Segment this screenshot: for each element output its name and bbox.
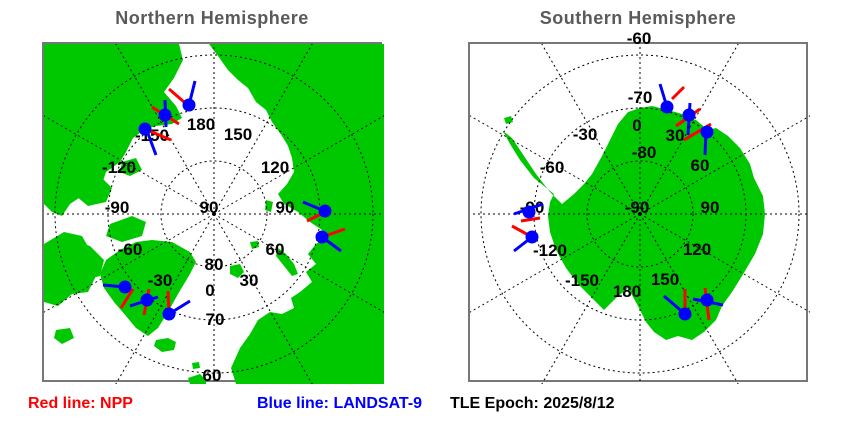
graticule-labels: -60-70-80-900306090120150180-150-120-90-…: [520, 29, 720, 301]
legend-landsat9: Blue line: LANDSAT-9: [257, 395, 423, 412]
graticule-label: 30: [666, 126, 685, 145]
graticule-labels: 908070601801501209060300-30-60-90-120-15…: [102, 115, 294, 385]
satellite-marker: [138, 122, 172, 156]
land-svalbard: [230, 264, 244, 278]
graticule-label: -90: [105, 198, 130, 217]
graticule-label: 60: [203, 366, 222, 385]
satellite-marker: [168, 80, 197, 112]
graticule-label: -60: [118, 240, 143, 259]
satellite-marker: [658, 83, 686, 114]
satellite-position-dot: [138, 122, 152, 136]
graticule-label: -120: [533, 241, 567, 260]
south-landmasses: [503, 106, 765, 340]
satellite-position-dot: [700, 125, 714, 139]
satellite-marker: [315, 227, 346, 253]
npp-track-line: [119, 288, 135, 309]
land-franz-josef: [250, 241, 259, 249]
land-iceland: [154, 338, 176, 352]
satellite-marker: [129, 288, 159, 316]
graticule-label: 60: [266, 240, 285, 259]
north-landmasses: [44, 44, 384, 384]
graticule-label: -120: [102, 158, 136, 177]
south-hemisphere-map: -60-70-80-900306090120150180-150-120-90-…: [468, 29, 810, 384]
north-hemisphere-map: 90 80 70 60 180 150 120 90 60 30 0 -30 -60 -90 -120 -15…: [42, 42, 384, 385]
land-severnaya-zemlya: [265, 200, 273, 212]
land-antarctica: [503, 106, 765, 340]
graticule-label: 0: [632, 116, 641, 135]
graticule-label: 30: [240, 271, 259, 290]
graticule-label: 120: [683, 240, 711, 259]
satellite-position-dot: [682, 108, 696, 122]
satellite-position-dot: [140, 293, 154, 307]
land-eurasia: [209, 44, 384, 384]
graticule-label: 60: [691, 156, 710, 175]
land-newfoundland: [54, 328, 74, 344]
graticule-label: -60: [627, 29, 652, 48]
satellite-position-dot: [162, 307, 176, 321]
land-baffin-island: [66, 240, 104, 280]
graticule-label: 90: [276, 198, 295, 217]
satellite-position-dot: [318, 204, 332, 218]
graticule-label: 70: [206, 310, 225, 329]
legend-npp: Red line: NPP: [28, 395, 133, 412]
land-alaska-canada: [44, 44, 183, 216]
satellite-position-dot: [118, 280, 132, 294]
satellite-marker: [162, 290, 191, 321]
satellite-marker: [692, 287, 724, 321]
graticule-label: 80: [205, 255, 224, 274]
south-map-title: Southern Hemisphere: [539, 8, 737, 28]
graticule-label: -30: [148, 271, 173, 290]
npp-track-line: [670, 85, 686, 101]
satellite-position-dot: [522, 205, 536, 219]
satellite-marker: [302, 200, 332, 223]
graticule-label: -70: [628, 88, 653, 107]
graticule-label: -90: [625, 198, 650, 217]
satellite-marker: [663, 289, 692, 321]
graticule-label: 150: [651, 270, 679, 289]
satellite-marker: [151, 99, 180, 128]
satellite-position-dot: [525, 230, 539, 244]
land-victoria-island: [76, 178, 112, 206]
north-map-title: Northern Hemisphere: [115, 8, 309, 28]
legend-tle-epoch: TLE Epoch: 2025/8/12: [450, 395, 615, 412]
satellite-marker: [511, 224, 539, 253]
satellite-marker: [513, 202, 544, 223]
graticule-label: 90: [200, 198, 219, 217]
land-banks-island: [120, 158, 142, 176]
land-ellesmere-island: [106, 216, 146, 242]
land-scotland-tip: [188, 374, 206, 384]
land-novaya-zemlya: [276, 248, 298, 276]
satellite-position-dot: [182, 98, 196, 112]
graticule-label: -150: [565, 271, 599, 290]
graticule-label: -30: [573, 125, 598, 144]
land-faroe: [192, 362, 200, 369]
satellite-marker: [102, 280, 135, 309]
graticule-label: -80: [632, 143, 657, 162]
landsat9-track-line: [145, 130, 158, 156]
north-map-canvas: 908070601801501209060300-30-60-90-120-15…: [44, 44, 384, 385]
satellite-position-dot: [158, 108, 172, 122]
satellite-marker: [683, 122, 714, 156]
graticule-label: 0: [205, 281, 214, 300]
graticule: [470, 44, 810, 384]
land-peninsula-island: [504, 116, 513, 124]
graticule-label: -60: [540, 158, 565, 177]
graticule-label: 150: [224, 125, 252, 144]
graticule-label: 180: [613, 282, 641, 301]
npp-track-line: [520, 216, 541, 223]
satellite-position-dot: [315, 230, 329, 244]
satellite-position-dot: [678, 307, 692, 321]
satellite-position-dot: [700, 293, 714, 307]
graticule-label: 180: [187, 115, 215, 134]
south-map-canvas: -60-70-80-900306090120150180-150-120-90-…: [470, 29, 810, 384]
graticule-label: 90: [701, 198, 720, 217]
satellite-position-dot: [660, 100, 674, 114]
satellite-marker: [675, 102, 701, 136]
graticule-label: 120: [261, 158, 289, 177]
land-greenland: [100, 240, 196, 336]
